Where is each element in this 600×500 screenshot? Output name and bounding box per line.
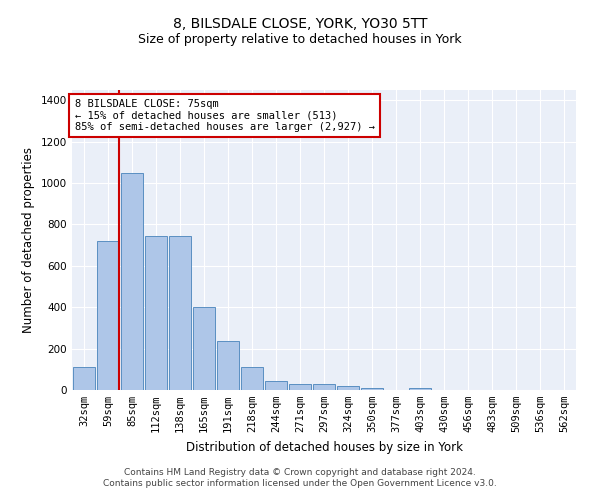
Bar <box>265 380 287 390</box>
Bar <box>337 386 359 390</box>
Bar <box>217 342 239 390</box>
Bar <box>193 307 215 390</box>
Bar <box>361 388 383 390</box>
Bar <box>169 236 191 390</box>
Bar <box>289 384 311 390</box>
Bar <box>121 173 143 390</box>
Text: Contains HM Land Registry data © Crown copyright and database right 2024.
Contai: Contains HM Land Registry data © Crown c… <box>103 468 497 487</box>
Bar <box>97 241 119 390</box>
Y-axis label: Number of detached properties: Number of detached properties <box>22 147 35 333</box>
Text: Size of property relative to detached houses in York: Size of property relative to detached ho… <box>138 32 462 46</box>
Bar <box>409 388 431 390</box>
Bar <box>73 367 95 390</box>
Bar <box>313 384 335 390</box>
Text: 8, BILSDALE CLOSE, YORK, YO30 5TT: 8, BILSDALE CLOSE, YORK, YO30 5TT <box>173 18 427 32</box>
X-axis label: Distribution of detached houses by size in York: Distribution of detached houses by size … <box>185 440 463 454</box>
Text: 8 BILSDALE CLOSE: 75sqm
← 15% of detached houses are smaller (513)
85% of semi-d: 8 BILSDALE CLOSE: 75sqm ← 15% of detache… <box>74 99 374 132</box>
Bar <box>241 367 263 390</box>
Bar <box>145 236 167 390</box>
